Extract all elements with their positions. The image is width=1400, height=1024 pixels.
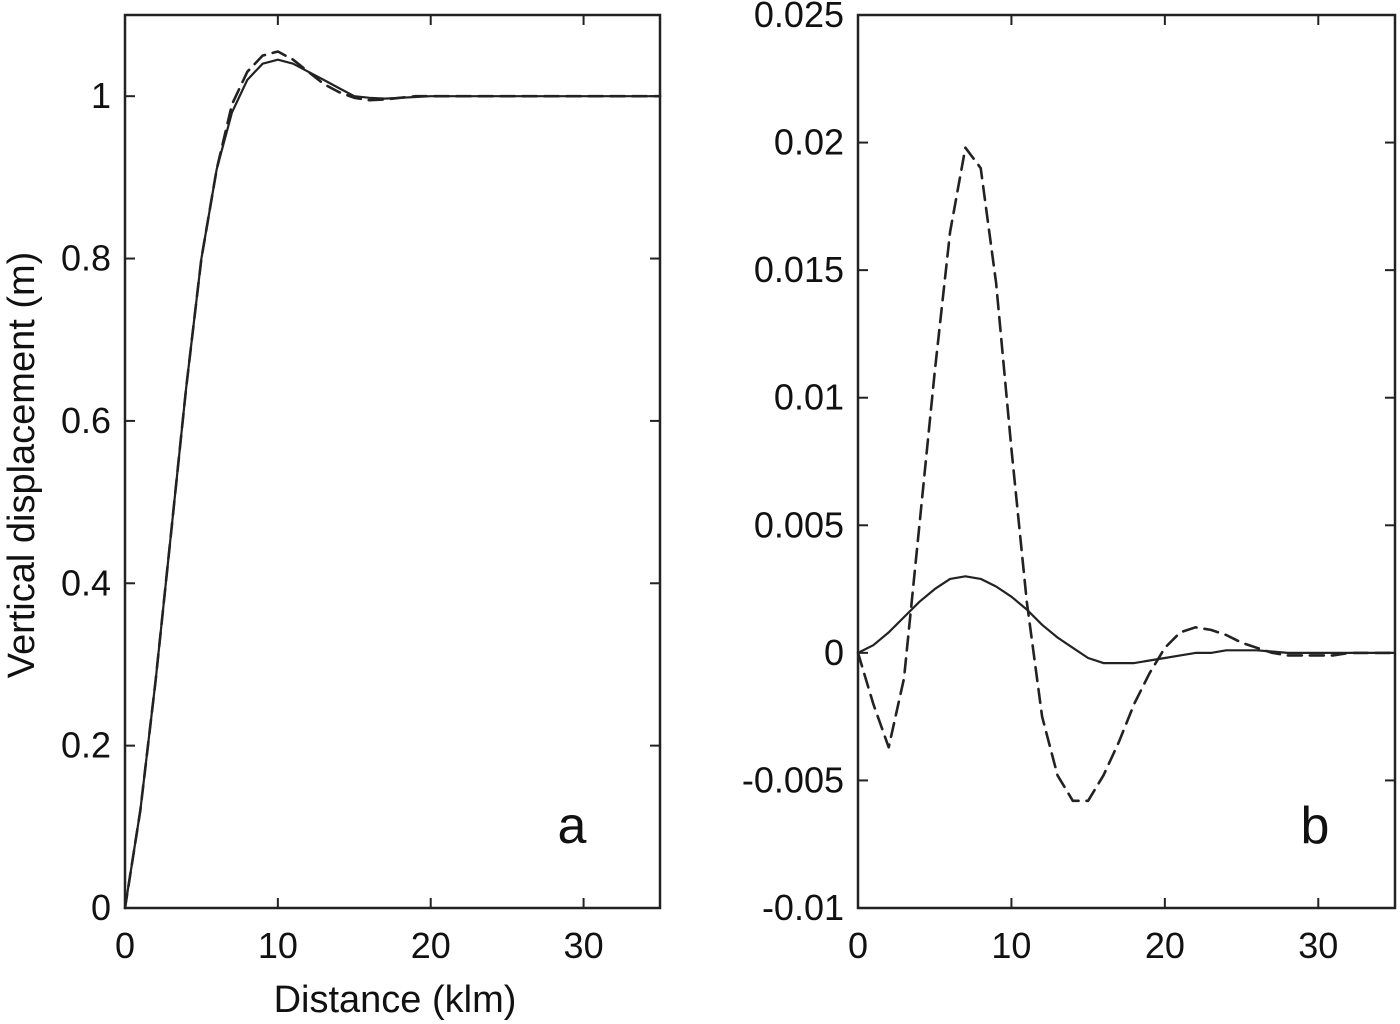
x-tick-label-b-3: 30 — [1298, 925, 1338, 966]
series-line-a-solid — [123, 58, 662, 910]
series-group-a — [123, 50, 662, 910]
x-tick-label-a-2: 20 — [411, 925, 451, 966]
panel-label-b: b — [1301, 797, 1330, 855]
y-tick-label-b-3: 0.005 — [754, 504, 844, 545]
y-axis-title-a: Vertical displacement (m) — [1, 252, 43, 679]
y-tick-label-a-4: 0.8 — [61, 238, 111, 279]
ticks-a — [124, 15, 660, 909]
plot-frame-b — [856, 13, 1397, 910]
y-tick-label-a-3: 0.6 — [61, 400, 111, 441]
tick-labels-a: 0 10 20 30 0 0.2 0.4 0.6 0.8 1 — [61, 75, 604, 966]
y-tick-label-b-5: 0.015 — [754, 249, 844, 290]
x-tick-label-a-0: 0 — [115, 925, 135, 966]
y-tick-label-b-7: 0.025 — [754, 0, 844, 35]
tick-labels-b: 0 10 20 30 -0.01 -0.005 0 0.005 0.01 0.015 0.02 0.0… — [742, 0, 1338, 966]
y-tick-label-b-4: 0.01 — [774, 377, 844, 418]
ticks-b — [857, 14, 1395, 909]
x-axis-title-a: Distance (klm) — [274, 979, 517, 1021]
series-group-b — [856, 146, 1397, 803]
y-tick-label-a-1: 0.2 — [61, 725, 111, 766]
x-tick-label-b-0: 0 — [848, 925, 868, 966]
chart-panel-b: 0 10 20 30 -0.01 -0.005 0 0.005 0.01 0.015 0.02 0.0… — [742, 0, 1397, 966]
series-line-a-dashed — [123, 50, 662, 910]
y-tick-label-b-1: -0.005 — [742, 759, 844, 800]
plot-frame-a — [123, 13, 662, 910]
x-tick-label-a-3: 30 — [564, 925, 604, 966]
x-tick-label-a-1: 10 — [258, 925, 298, 966]
x-tick-label-b-1: 10 — [991, 925, 1031, 966]
y-tick-label-b-6: 0.02 — [774, 122, 844, 163]
y-tick-label-a-5: 1 — [91, 75, 111, 116]
y-tick-label-b-2: 0 — [824, 632, 844, 673]
series-line-b-solid — [856, 575, 1397, 665]
chart-panel-a: 0 10 20 30 0 0.2 0.4 0.6 0.8 1 Distance (klm) Ver… — [1, 13, 662, 1021]
series-line-b-dashed — [856, 146, 1397, 803]
y-tick-label-a-2: 0.4 — [61, 562, 111, 603]
y-tick-label-b-0: -0.01 — [762, 887, 844, 928]
x-tick-label-b-2: 20 — [1145, 925, 1185, 966]
panel-label-a: a — [558, 797, 587, 855]
y-tick-label-a-0: 0 — [91, 887, 111, 928]
